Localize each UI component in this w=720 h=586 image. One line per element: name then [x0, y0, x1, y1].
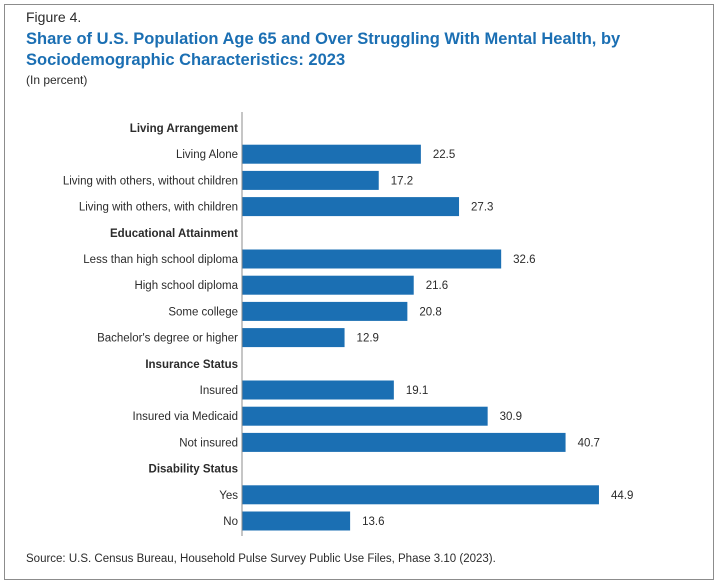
- figure-label: Figure 4.: [26, 9, 82, 25]
- data-label: 40.7: [578, 437, 600, 449]
- chart-title: Share of U.S. Population Age 65 and Over…: [26, 30, 621, 69]
- data-label: 13.6: [362, 516, 384, 528]
- data-label: 30.9: [500, 411, 522, 423]
- chart-subtitle: (In percent): [26, 73, 88, 87]
- category-label: Insured: [200, 385, 238, 397]
- bar: [242, 432, 566, 452]
- data-label: 17.2: [391, 175, 413, 187]
- category-label: Living with others, without children: [63, 175, 238, 187]
- bar: [242, 485, 599, 505]
- category-label: High school diploma: [134, 280, 238, 292]
- bar: [242, 511, 351, 531]
- group-heading: Insurance Status: [145, 359, 238, 371]
- category-label: Insured via Medicaid: [133, 411, 238, 423]
- bar: [242, 170, 379, 190]
- source-note: Source: U.S. Census Bureau, Household Pu…: [26, 553, 496, 565]
- data-label: 21.6: [426, 280, 448, 292]
- category-label: Some college: [168, 306, 238, 318]
- data-label: 32.6: [513, 254, 535, 266]
- bar: [242, 144, 421, 164]
- category-label: Living Alone: [176, 149, 238, 161]
- bar: [242, 197, 460, 217]
- bar: [242, 380, 394, 400]
- category-label: Less than high school diploma: [83, 254, 238, 266]
- bar: [242, 301, 408, 321]
- data-label: 27.3: [471, 202, 493, 214]
- category-label: Bachelor's degree or higher: [97, 333, 238, 345]
- category-label: Yes: [219, 490, 238, 502]
- data-label: 44.9: [611, 490, 633, 502]
- category-label: Not insured: [179, 437, 238, 449]
- bar: [242, 328, 345, 348]
- group-heading: Living Arrangement: [130, 123, 238, 135]
- data-label: 22.5: [433, 149, 455, 161]
- data-label: 19.1: [406, 385, 428, 397]
- bar: [242, 249, 502, 269]
- category-label: Living with others, with children: [79, 202, 238, 214]
- category-label: No: [223, 516, 238, 528]
- group-heading: Educational Attainment: [110, 228, 238, 240]
- bar: [242, 275, 414, 295]
- data-label: 20.8: [419, 306, 441, 318]
- data-label: 12.9: [357, 333, 379, 345]
- group-heading: Disability Status: [149, 464, 238, 476]
- bar: [242, 406, 488, 426]
